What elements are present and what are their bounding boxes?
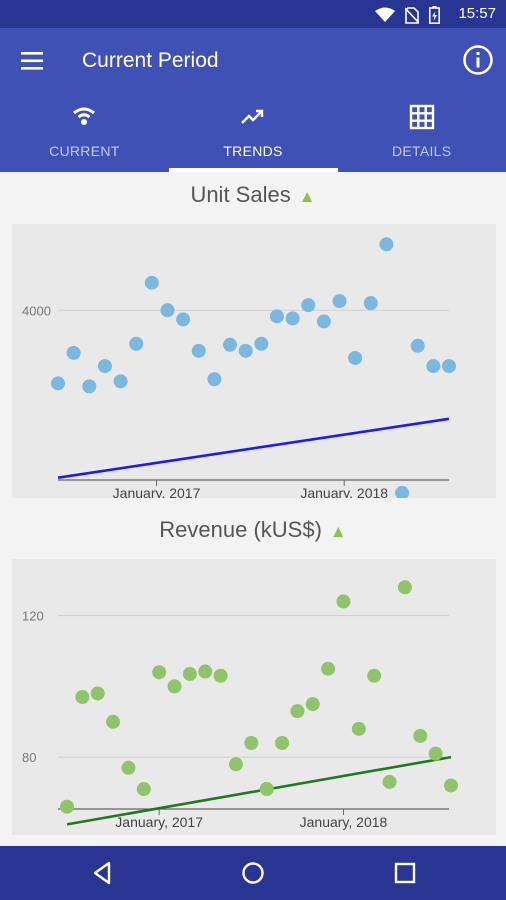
data-point bbox=[254, 336, 269, 351]
app-bar: Current Period CURRENT TRENDS DE bbox=[0, 28, 506, 172]
data-point bbox=[301, 298, 316, 313]
info-icon[interactable] bbox=[462, 44, 494, 76]
status-icons bbox=[375, 6, 440, 24]
data-point bbox=[228, 757, 243, 772]
data-point bbox=[285, 311, 300, 326]
data-point bbox=[413, 728, 428, 743]
unit-sales-title-text: Unit Sales bbox=[190, 182, 291, 207]
data-point bbox=[395, 485, 410, 498]
trend-up-icon: ▲ bbox=[298, 187, 316, 206]
data-point bbox=[444, 778, 458, 793]
data-point bbox=[305, 697, 320, 712]
no-sim-icon bbox=[405, 6, 419, 24]
tab-current[interactable]: CURRENT bbox=[0, 100, 169, 172]
data-point bbox=[167, 679, 182, 694]
data-point bbox=[348, 350, 363, 365]
status-bar: 15:57 bbox=[0, 0, 506, 28]
data-point bbox=[75, 690, 90, 704]
data-point bbox=[97, 359, 112, 374]
data-point bbox=[121, 760, 136, 775]
data-point bbox=[321, 661, 336, 676]
back-icon[interactable] bbox=[88, 858, 118, 888]
data-point bbox=[382, 774, 397, 789]
x-tick-label: January, 2018 bbox=[300, 485, 388, 498]
unit-sales-title: Unit Sales ▲ bbox=[0, 182, 506, 208]
data-point bbox=[442, 359, 456, 374]
data-point bbox=[332, 294, 347, 309]
data-point bbox=[191, 343, 206, 358]
page-title: Current Period bbox=[82, 49, 219, 72]
data-point bbox=[160, 303, 175, 318]
x-tick-label: January, 2017 bbox=[113, 485, 201, 498]
home-icon[interactable] bbox=[238, 858, 268, 888]
revenue-chart: 120 80 January, 2017 January, 2018 bbox=[12, 559, 496, 835]
status-time: 15:57 bbox=[458, 5, 496, 22]
tab-indicator bbox=[169, 168, 338, 172]
revenue-title: Revenue (kUS$) ▲ bbox=[0, 517, 506, 543]
data-point bbox=[316, 314, 331, 329]
data-point bbox=[259, 782, 274, 796]
data-point bbox=[367, 668, 382, 683]
data-point bbox=[60, 799, 74, 814]
data-point bbox=[213, 668, 228, 683]
y-tick-label: 4000 bbox=[22, 303, 51, 318]
wifi-icon bbox=[375, 7, 395, 22]
tab-details[interactable]: DETAILS bbox=[337, 100, 506, 172]
data-point bbox=[410, 338, 425, 353]
grid-icon bbox=[409, 104, 434, 130]
data-point bbox=[176, 312, 191, 327]
data-point bbox=[290, 704, 305, 719]
unit-sales-chart: 4000 January, 2017 January, 2018 bbox=[12, 224, 496, 498]
data-point bbox=[238, 343, 253, 358]
tab-trends[interactable]: TRENDS bbox=[169, 100, 338, 172]
navigation-bar bbox=[0, 846, 506, 900]
data-point bbox=[426, 359, 441, 374]
data-point bbox=[106, 714, 121, 729]
data-point bbox=[351, 721, 366, 736]
data-point bbox=[129, 336, 144, 351]
tab-current-label: CURRENT bbox=[49, 143, 120, 159]
data-point bbox=[152, 665, 167, 680]
trending-up-icon bbox=[241, 109, 264, 124]
data-point bbox=[82, 379, 97, 394]
y-tick-label: 120 bbox=[22, 609, 44, 624]
data-point bbox=[144, 275, 159, 290]
data-point bbox=[428, 746, 443, 761]
data-point bbox=[198, 664, 213, 679]
recents-icon[interactable] bbox=[390, 858, 420, 888]
data-point bbox=[379, 237, 394, 252]
data-point bbox=[182, 667, 197, 681]
menu-icon[interactable] bbox=[20, 48, 46, 74]
data-point bbox=[275, 736, 290, 750]
data-point bbox=[223, 337, 238, 352]
data-point bbox=[336, 594, 351, 609]
x-tick-label: January, 2018 bbox=[300, 814, 388, 830]
data-point bbox=[90, 686, 105, 701]
tab-trends-label: TRENDS bbox=[223, 143, 283, 159]
y-tick-label: 80 bbox=[22, 750, 36, 765]
data-point bbox=[269, 309, 284, 324]
data-point bbox=[397, 580, 412, 595]
trend-up-icon: ▲ bbox=[329, 522, 347, 541]
data-point bbox=[113, 374, 128, 389]
data-point bbox=[51, 376, 65, 391]
revenue-title-text: Revenue (kUS$) bbox=[159, 517, 322, 542]
tab-bar: CURRENT TRENDS DETAILS bbox=[0, 100, 506, 172]
tab-details-label: DETAILS bbox=[391, 143, 452, 159]
data-point bbox=[207, 372, 222, 387]
data-point bbox=[363, 296, 378, 311]
trend-line bbox=[57, 417, 450, 479]
trend-line bbox=[66, 755, 452, 826]
data-point bbox=[66, 345, 81, 360]
wifi-icon bbox=[73, 107, 96, 125]
battery-icon bbox=[429, 6, 440, 24]
data-point bbox=[244, 736, 259, 750]
x-tick-label: January, 2017 bbox=[115, 814, 203, 830]
data-point bbox=[136, 782, 151, 796]
